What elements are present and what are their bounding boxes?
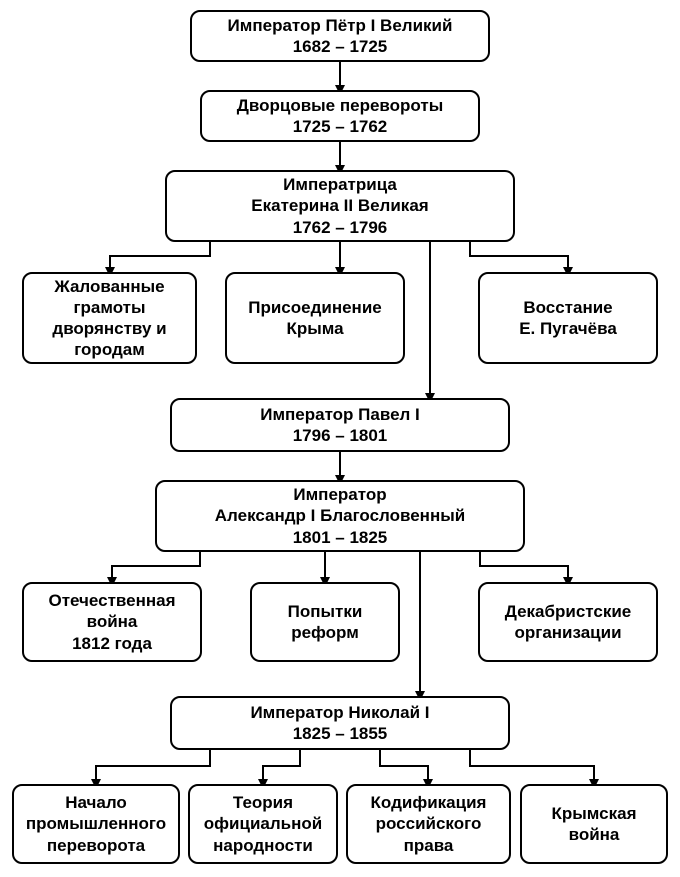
edge-13 [380,750,428,784]
node-pavel: Император Павел I 1796 – 1801 [170,398,510,452]
edge-11 [96,750,210,784]
node-crimwar: Крымская война [520,784,668,864]
edge-4 [470,242,568,272]
node-crimea: Присоединение Крыма [225,272,405,364]
node-codif: Кодификация российского права [346,784,511,864]
flowchart-container: Император Пётр I Великий 1682 – 1725 Двор… [0,0,680,877]
node-alex1: Император Александр I Благословенный 180… [155,480,525,552]
edge-9 [480,552,568,582]
node-coups: Дворцовые перевороты 1725 – 1762 [200,90,480,142]
edge-12 [263,750,300,784]
node-peter: Император Пётр I Великий 1682 – 1725 [190,10,490,62]
node-decab: Декабристские организации [478,582,658,662]
node-reforms: Попытки реформ [250,582,400,662]
node-industrial: Начало промышленного переворота [12,784,180,864]
edge-7 [112,552,200,582]
edge-14 [470,750,594,784]
node-nik1: Император Николай I 1825 – 1855 [170,696,510,750]
node-catherine: Императрица Екатерина II Великая 1762 – … [165,170,515,242]
node-charters: Жалованные грамоты дворянству и городам [22,272,197,364]
node-narodnost: Теория официальной народности [188,784,338,864]
node-pugachev: Восстание Е. Пугачёва [478,272,658,364]
edge-2 [110,242,210,272]
node-war1812: Отечественная война 1812 года [22,582,202,662]
